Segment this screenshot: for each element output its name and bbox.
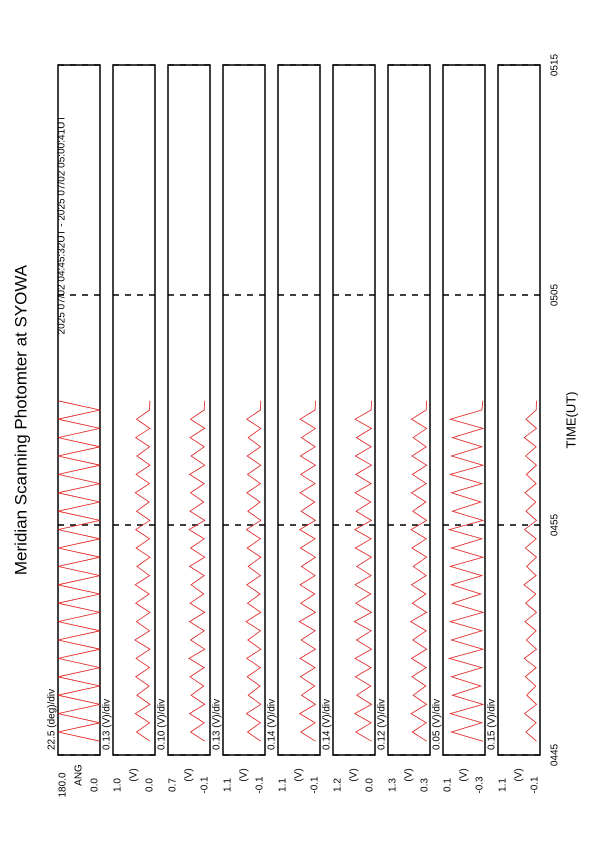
y-axis-label: (V) xyxy=(514,768,525,781)
y-tick-label: -0.1 xyxy=(530,776,541,794)
panel-frame xyxy=(167,64,211,756)
y-axis-label: (V) xyxy=(459,768,470,781)
panel-frame xyxy=(222,64,266,756)
y-tick-label: 1.3 xyxy=(388,778,399,792)
y-tick-label: 1.1 xyxy=(498,778,509,792)
y-tick-label: 180.0 xyxy=(58,772,69,797)
y-tick-label: 0.0 xyxy=(365,778,376,792)
y-axis-label: (V) xyxy=(184,768,195,781)
y-tick-label: 1.0 xyxy=(113,778,124,792)
signal-line xyxy=(447,400,485,742)
y-tick-label: 1.2 xyxy=(333,778,344,792)
y-axis-label: (V) xyxy=(294,768,305,781)
chart-title: Meridian Scanning Photomter at SYOWA xyxy=(11,264,30,575)
scale-label: 0.05 (V)/div xyxy=(432,699,443,750)
x-tick-label: 0445 xyxy=(550,743,561,766)
y-tick-label: 0.7 xyxy=(168,778,179,792)
y-tick-label: -0.1 xyxy=(200,776,211,794)
signal-line xyxy=(298,400,317,742)
y-tick-label: -0.1 xyxy=(310,776,321,794)
signal-line xyxy=(57,400,101,742)
scale-label: 0.14 (V)/div xyxy=(267,699,278,750)
signal-line xyxy=(245,400,262,742)
y-axis-label: (V) xyxy=(404,768,415,781)
scale-label: 0.10 (V)/div xyxy=(157,699,168,750)
signal-line xyxy=(353,400,373,742)
y-axis-label: (V) xyxy=(239,768,250,781)
chart-subtitle: 2025 07/02 04:45:32UT - 2025 07/02 05:00… xyxy=(57,116,68,335)
panel-frame xyxy=(497,64,541,756)
panel-frame xyxy=(387,64,431,756)
y-tick-label: 1.1 xyxy=(223,778,234,792)
panel-frame xyxy=(112,64,156,756)
y-axis-label: (V) xyxy=(129,768,140,781)
y-axis-label: (V) xyxy=(349,768,360,781)
y-tick-label: 0.3 xyxy=(420,778,431,792)
x-tick-label: 0505 xyxy=(550,283,561,306)
signal-line xyxy=(134,400,151,742)
signal-line xyxy=(188,400,206,742)
x-tick-label: 0515 xyxy=(550,53,561,76)
y-tick-label: 0.0 xyxy=(145,778,156,792)
y-tick-label: 0.0 xyxy=(90,778,101,792)
signal-line xyxy=(409,400,428,742)
scale-label: 0.15 (V)/div xyxy=(487,699,498,750)
signal-line xyxy=(523,400,538,742)
scale-label: 0.14 (V)/div xyxy=(322,699,333,750)
panel-frame xyxy=(277,64,321,756)
scale-label: 22.5 (deg)/div xyxy=(47,689,58,750)
x-axis-label: TIME(UT) xyxy=(563,391,578,448)
scale-label: 0.12 (V)/div xyxy=(377,699,388,750)
y-tick-label: 0.1 xyxy=(443,778,454,792)
y-tick-label: -0.1 xyxy=(255,776,266,794)
y-tick-label: 1.1 xyxy=(278,778,289,792)
scale-label: 0.13 (V)/div xyxy=(212,699,223,750)
panel-frame xyxy=(332,64,376,756)
scale-label: 0.13 (V)/div xyxy=(102,699,113,750)
panel-frame xyxy=(442,64,486,756)
y-tick-label: -0.3 xyxy=(475,776,486,794)
x-tick-label: 0455 xyxy=(550,513,561,536)
y-axis-label: ANG xyxy=(74,764,85,786)
